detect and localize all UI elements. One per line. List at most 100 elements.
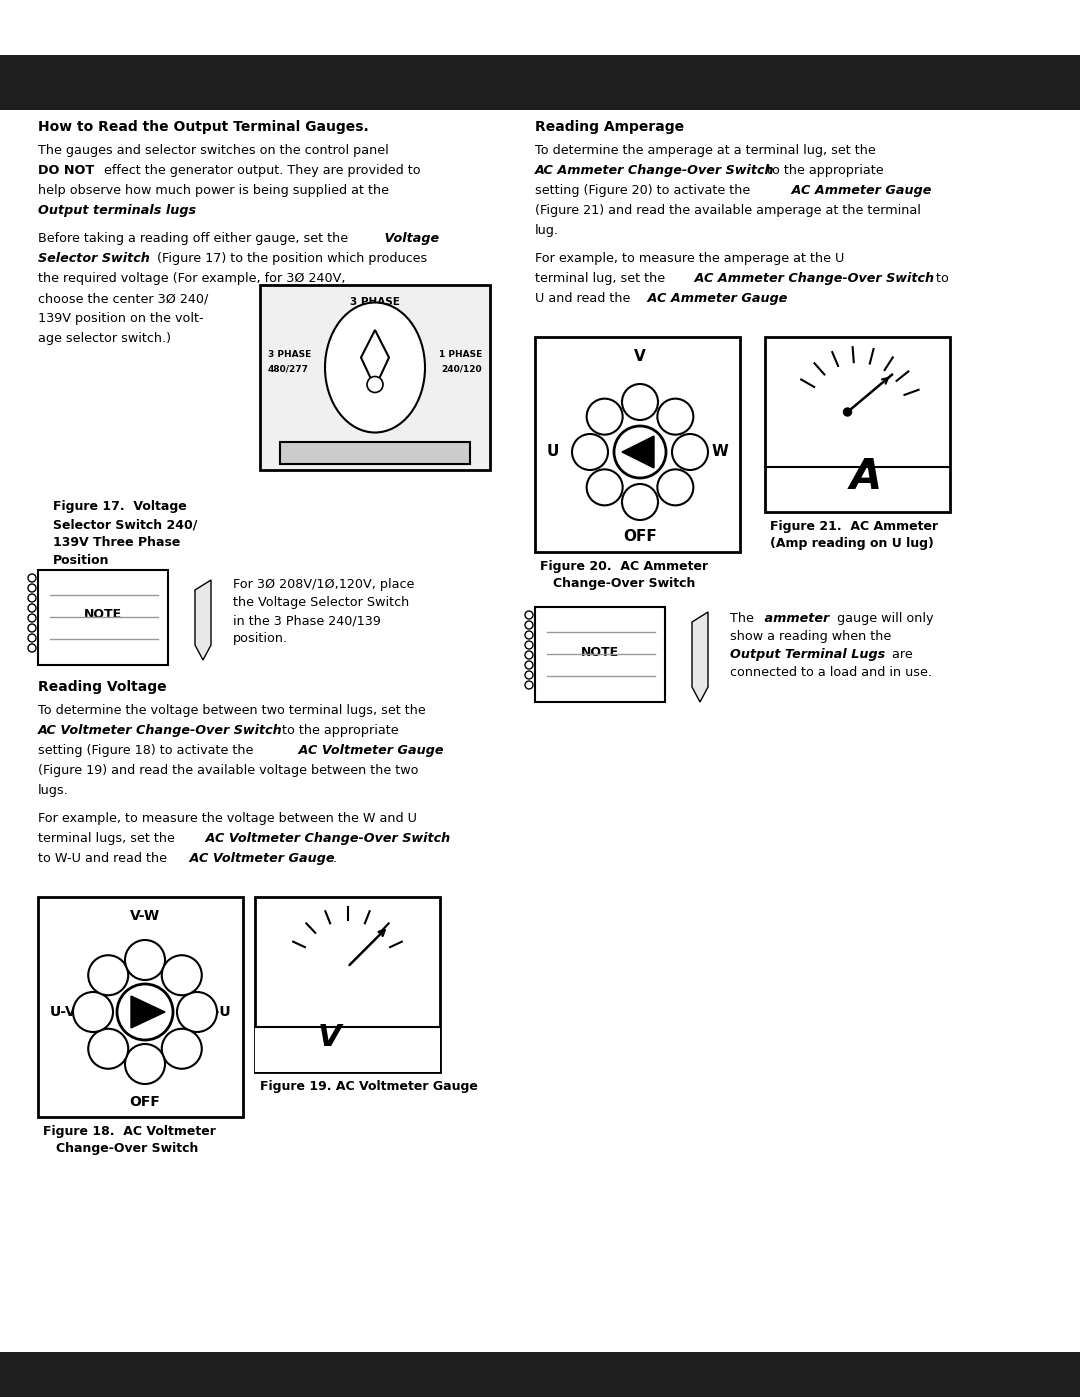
Text: the Voltage Selector Switch: the Voltage Selector Switch xyxy=(233,597,409,609)
Bar xyxy=(255,897,440,1071)
Text: OFF: OFF xyxy=(623,529,657,543)
Text: AC Voltmeter Gauge: AC Voltmeter Gauge xyxy=(294,745,444,757)
Text: i: i xyxy=(374,384,376,393)
Circle shape xyxy=(125,1044,165,1084)
Text: The: The xyxy=(730,612,754,624)
Text: V: V xyxy=(634,349,646,365)
Circle shape xyxy=(28,604,36,612)
Text: the required voltage (For example, for 3Ø 240V,: the required voltage (For example, for 3… xyxy=(38,272,346,285)
Text: effect the generator output. They are provided to: effect the generator output. They are pr… xyxy=(100,163,420,177)
Circle shape xyxy=(525,661,534,669)
Text: AC Voltmeter Change-Over Switch: AC Voltmeter Change-Over Switch xyxy=(38,724,283,738)
Text: Figure 21.  AC Ammeter: Figure 21. AC Ammeter xyxy=(770,520,939,534)
Bar xyxy=(765,337,950,511)
Polygon shape xyxy=(361,330,389,387)
Text: Output terminals lugs: Output terminals lugs xyxy=(38,204,197,217)
Text: age selector switch.): age selector switch.) xyxy=(38,332,171,345)
Text: AC Voltmeter Gauge: AC Voltmeter Gauge xyxy=(185,852,335,865)
Text: Selector Switch 240/: Selector Switch 240/ xyxy=(53,518,198,531)
Circle shape xyxy=(28,615,36,622)
Circle shape xyxy=(162,956,202,995)
Text: Figure 17.  Voltage: Figure 17. Voltage xyxy=(53,500,187,513)
Text: For example, to measure the amperage at the U: For example, to measure the amperage at … xyxy=(535,251,845,265)
Text: 240/120: 240/120 xyxy=(442,365,482,373)
Text: DO NOT: DO NOT xyxy=(38,163,94,177)
Text: Figure 18.  AC Voltmeter: Figure 18. AC Voltmeter xyxy=(43,1125,216,1139)
Circle shape xyxy=(525,631,534,638)
Text: AC Ammeter Change-Over Switch: AC Ammeter Change-Over Switch xyxy=(690,272,934,285)
Text: Before taking a reading off either gauge, set the: Before taking a reading off either gauge… xyxy=(38,232,348,244)
Bar xyxy=(0,54,1080,110)
Circle shape xyxy=(28,594,36,602)
Text: (Figure 17) to the position which produces: (Figure 17) to the position which produc… xyxy=(153,251,428,265)
Circle shape xyxy=(622,483,658,520)
Circle shape xyxy=(89,1028,129,1069)
Text: V: V xyxy=(318,1023,341,1052)
Bar xyxy=(0,1352,1080,1397)
Text: to: to xyxy=(932,272,949,285)
Text: to the appropriate: to the appropriate xyxy=(278,724,399,738)
Text: .: . xyxy=(333,852,337,865)
Bar xyxy=(535,337,740,552)
Circle shape xyxy=(28,634,36,643)
Text: U-V: U-V xyxy=(50,1004,77,1018)
Text: position.: position. xyxy=(233,631,288,645)
Text: 1 PHASE: 1 PHASE xyxy=(438,351,482,359)
Circle shape xyxy=(525,641,534,650)
Text: Position: Position xyxy=(53,555,109,567)
Text: DCA-25SSIU2 (60 HZ)— GAUGE READING: DCA-25SSIU2 (60 HZ)— GAUGE READING xyxy=(474,70,1040,95)
Text: DCA-25SSIU2 (60 HZ)— OPERATION AND PARTS MANUAL — REV. #0  (01/27/06) — PAGE 27: DCA-25SSIU2 (60 HZ)— OPERATION AND PARTS… xyxy=(242,1368,838,1382)
Text: .: . xyxy=(190,204,194,217)
Text: A: A xyxy=(849,455,881,497)
Text: AC Ammeter Gauge: AC Ammeter Gauge xyxy=(643,292,787,305)
Text: to the appropriate: to the appropriate xyxy=(762,163,883,177)
Text: setting (Figure 20) to activate the: setting (Figure 20) to activate the xyxy=(535,184,751,197)
Text: (Figure 19) and read the available voltage between the two: (Figure 19) and read the available volta… xyxy=(38,764,419,777)
Text: lug.: lug. xyxy=(535,224,559,237)
Text: (Amp reading on U lug): (Amp reading on U lug) xyxy=(770,536,934,550)
Circle shape xyxy=(586,398,623,434)
Text: terminal lug, set the: terminal lug, set the xyxy=(535,272,665,285)
Text: Figure 19. AC Voltmeter Gauge: Figure 19. AC Voltmeter Gauge xyxy=(260,1080,477,1092)
Circle shape xyxy=(525,680,534,689)
Circle shape xyxy=(162,1028,202,1069)
Text: setting (Figure 18) to activate the: setting (Figure 18) to activate the xyxy=(38,745,254,757)
Text: 3 PHASE: 3 PHASE xyxy=(350,298,400,307)
Text: The gauges and selector switches on the control panel: The gauges and selector switches on the … xyxy=(38,144,389,156)
Text: W: W xyxy=(711,444,728,460)
Circle shape xyxy=(843,408,851,416)
Polygon shape xyxy=(131,996,165,1028)
Text: AC Ammeter Change-Over Switch: AC Ammeter Change-Over Switch xyxy=(535,163,774,177)
Text: Change-Over Switch: Change-Over Switch xyxy=(56,1141,199,1155)
Text: Reading Voltage: Reading Voltage xyxy=(38,680,166,694)
Circle shape xyxy=(177,992,217,1032)
Text: W-U: W-U xyxy=(200,1004,231,1018)
Text: to W-U and read the: to W-U and read the xyxy=(38,852,167,865)
Text: U: U xyxy=(546,444,559,460)
Text: Figure 20.  AC Ammeter: Figure 20. AC Ammeter xyxy=(540,560,708,573)
Text: connected to a load and in use.: connected to a load and in use. xyxy=(730,666,932,679)
Text: U and read the: U and read the xyxy=(535,292,631,305)
Text: For 3Ø 208V/1Ø,120V, place: For 3Ø 208V/1Ø,120V, place xyxy=(233,578,415,591)
Polygon shape xyxy=(692,612,708,703)
Text: 139V Three Phase: 139V Three Phase xyxy=(53,536,180,549)
Circle shape xyxy=(525,651,534,659)
Bar xyxy=(38,897,243,1118)
Circle shape xyxy=(525,610,534,619)
Text: NOTE: NOTE xyxy=(581,645,619,658)
Bar xyxy=(255,1027,440,1071)
Text: (Figure 21) and read the available amperage at the terminal: (Figure 21) and read the available amper… xyxy=(535,204,921,217)
Text: Change-Over Switch: Change-Over Switch xyxy=(553,577,696,590)
Text: Reading Amperage: Reading Amperage xyxy=(535,120,684,134)
Bar xyxy=(535,608,665,703)
Circle shape xyxy=(28,574,36,583)
Polygon shape xyxy=(622,436,654,468)
Bar xyxy=(260,285,490,469)
Text: How to Read the Output Terminal Gauges.: How to Read the Output Terminal Gauges. xyxy=(38,120,368,134)
Text: show a reading when the: show a reading when the xyxy=(730,630,891,643)
Circle shape xyxy=(615,426,666,478)
Text: are: are xyxy=(888,648,913,661)
Circle shape xyxy=(658,469,693,506)
Text: 240/139: 240/139 xyxy=(351,309,399,319)
Text: PRESS TO LOCK: PRESS TO LOCK xyxy=(336,448,415,457)
